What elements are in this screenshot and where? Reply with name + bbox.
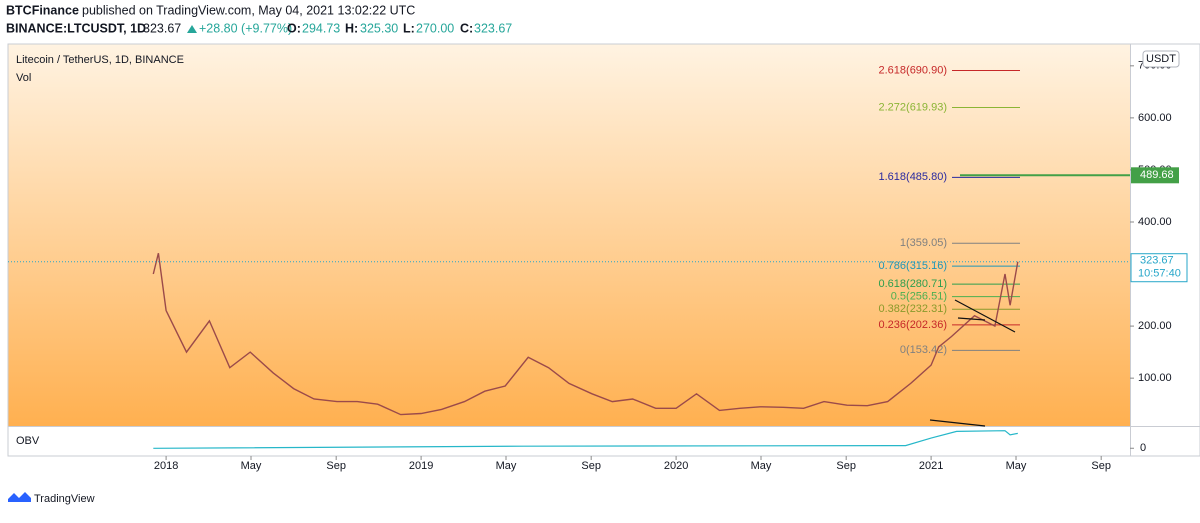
y-tick-label: 100.00 [1138,372,1172,384]
c-label: C: [460,21,473,35]
currency-box [1142,50,1180,68]
y-tick-label: 400.00 [1138,216,1172,228]
chart-title: Litecoin / TetherUS, 1D, BINANCE [16,54,184,66]
fib-label: 1(359.05) [900,237,947,249]
l-label: L: [403,21,415,35]
plot: 2.618(690.90) 2.272(619.93) 1.618(485.80) 1… [8,64,1130,449]
x-tick-label: Sep [836,460,856,472]
x-tick-label: 2021 [919,460,943,472]
fib-label: 0(153.42) [900,344,947,356]
x-tick-label: May [751,460,772,472]
fib-label: 1.618(485.80) [879,171,948,183]
y-tick-label: 600.00 [1138,112,1172,124]
frame [7,43,1200,457]
obv-pane [8,427,1130,455]
trendline [954,299,1016,333]
fib-label: 2.272(619.93) [879,101,948,113]
change: +28.80 (+9.77%) [199,21,292,35]
o-label: O: [287,21,301,35]
h-label: H: [345,21,358,35]
obv-line [153,430,1018,449]
fib-label: 0.5(256.51) [891,291,947,303]
price-line [152,253,1019,416]
published: published on TradingView.com, May 04, 20… [82,3,415,17]
currency: USDT [1146,53,1176,65]
alert-value: 489.68 [1140,169,1174,181]
x-tick-label: Sep [1091,460,1111,472]
fib-label: 2.618(690.90) [879,64,948,76]
logo [8,492,31,502]
l-value: 270.00 [416,21,454,35]
fib-label: 0.618(280.71) [879,278,948,290]
x-tick-label: 2019 [409,460,433,472]
brand: TradingView [34,493,95,505]
countdown: 10:57:40 [1138,268,1181,280]
alert-tag [1131,167,1179,184]
h-value: 325.30 [360,21,398,35]
x-tick-label: Sep [326,460,346,472]
last-price: 323.67 [1140,255,1174,267]
trendline [957,317,986,321]
obv-label: OBV [16,435,40,447]
price: 323.67 [143,21,181,35]
o-value: 294.73 [302,21,340,35]
plot-bg [8,44,1130,426]
x-tick-label: 2020 [664,460,688,472]
fib-label: 0.382(232.31) [879,303,948,315]
x-tick-label: 2018 [154,460,178,472]
up-icon [187,25,197,33]
symbol: BINANCE:LTCUSDT, 1D [6,21,146,35]
publisher: BTCFinance [6,3,79,17]
x-tick-label: May [496,460,517,472]
c-value: 323.67 [474,21,512,35]
fib-label: 0.236(202.36) [879,319,948,331]
trendline [929,419,986,427]
last-price-tag [1130,253,1188,283]
vol-label: Vol [16,72,31,84]
x-tick-label: May [1006,460,1027,472]
x-tick-label: May [241,460,262,472]
obv-tick-label: 0 [1140,442,1146,454]
y-tick-label: 200.00 [1138,320,1172,332]
x-tick-label: Sep [581,460,601,472]
fib-label: 0.786(315.16) [879,260,948,272]
